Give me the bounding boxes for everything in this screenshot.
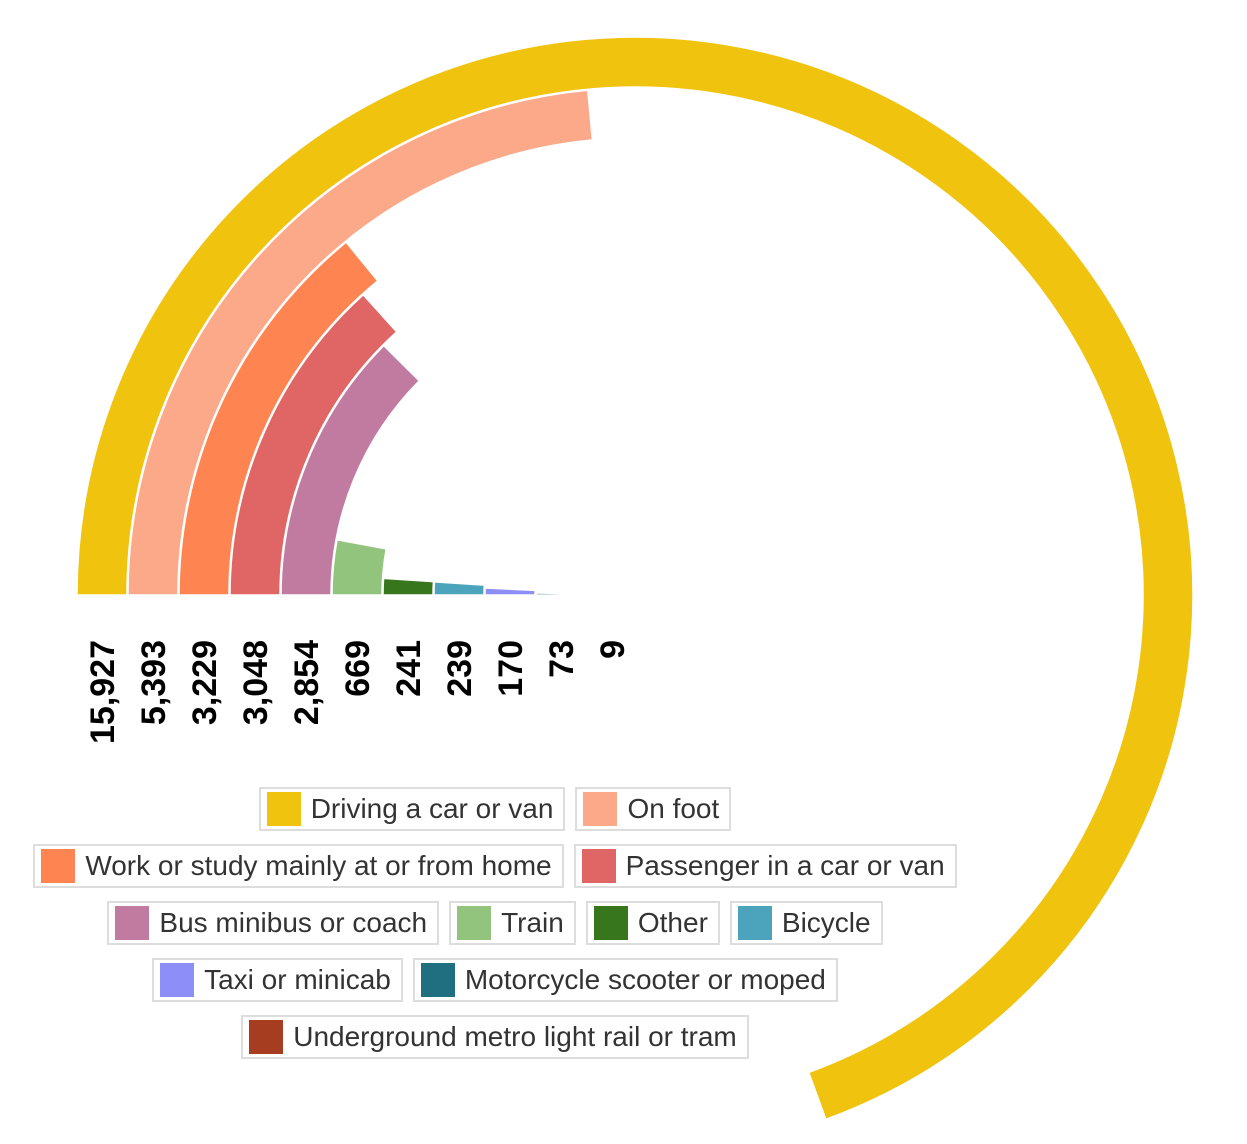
- legend-item[interactable]: Taxi or minicab: [152, 958, 403, 1002]
- radial-bar: [229, 293, 398, 596]
- legend-swatch: [583, 792, 618, 826]
- legend-swatch: [737, 906, 772, 940]
- radial-bar: [331, 538, 388, 596]
- legend-item[interactable]: On foot: [575, 787, 732, 831]
- legend-label: Underground metro light rail or tram: [293, 1021, 737, 1052]
- legend-label: Bicycle: [781, 907, 871, 938]
- legend-swatch: [457, 906, 492, 940]
- radial-bar: [178, 241, 379, 596]
- legend-row: Underground metro light rail or tram: [0, 1015, 990, 1059]
- radial-bar: [382, 577, 435, 596]
- value-label: 15,927: [84, 640, 122, 744]
- value-label: 239: [441, 640, 479, 697]
- value-label: 669: [339, 640, 377, 697]
- legend-row: Work or study mainly at or from home Pass…: [0, 844, 990, 888]
- value-label: 73: [543, 640, 581, 678]
- value-label: 3,229: [186, 640, 224, 725]
- legend-item[interactable]: Passenger in a car or van: [573, 844, 957, 888]
- legend-row: Bus minibus or coach Train Other Bicycle: [0, 901, 990, 945]
- legend-item[interactable]: Underground metro light rail or tram: [241, 1015, 749, 1059]
- legend-label: Other: [637, 907, 708, 938]
- value-label: 3,048: [237, 640, 275, 725]
- legend: Driving a car or van On foot Work or study…: [0, 787, 990, 1072]
- radial-bar: [535, 592, 587, 596]
- legend-label: Passenger in a car or van: [625, 850, 945, 881]
- legend-label: Train: [501, 907, 564, 938]
- radial-bar: [433, 581, 486, 596]
- legend-swatch: [420, 963, 455, 997]
- legend-item[interactable]: Bus minibus or coach: [107, 901, 440, 945]
- legend-label: Bus minibus or coach: [159, 907, 428, 938]
- legend-item[interactable]: Work or study mainly at or from home: [33, 844, 564, 888]
- legend-label: Work or study mainly at or from home: [85, 850, 552, 881]
- value-label: 170: [492, 640, 530, 697]
- legend-swatch: [41, 849, 76, 883]
- legend-item[interactable]: Motorcycle scooter or moped: [412, 958, 838, 1002]
- legend-item[interactable]: Bicycle: [729, 901, 883, 945]
- legend-label: On foot: [627, 793, 720, 824]
- radial-bar: [76, 36, 1194, 1121]
- radial-bar: [484, 587, 536, 596]
- legend-label: Taxi or minicab: [204, 964, 391, 995]
- legend-swatch: [249, 1020, 284, 1054]
- legend-swatch: [115, 906, 150, 940]
- value-label: 9: [594, 640, 632, 659]
- legend-swatch: [593, 906, 628, 940]
- legend-item[interactable]: Other: [585, 901, 720, 945]
- radial-bar: [280, 344, 421, 596]
- value-label: 5,393: [135, 640, 173, 725]
- legend-swatch: [266, 792, 301, 826]
- legend-row: Taxi or minicab Motorcycle scooter or mop…: [0, 958, 990, 1002]
- legend-swatch: [581, 849, 616, 883]
- legend-label: Motorcycle scooter or moped: [464, 964, 826, 995]
- value-label: 241: [390, 640, 428, 697]
- legend-label: Driving a car or van: [310, 793, 554, 824]
- value-label: 2,854: [288, 640, 326, 725]
- legend-swatch: [160, 963, 195, 997]
- radial-bar: [127, 89, 594, 596]
- legend-item[interactable]: Driving a car or van: [258, 787, 566, 831]
- legend-row: Driving a car or van On foot: [0, 787, 990, 831]
- legend-item[interactable]: Train: [449, 901, 576, 945]
